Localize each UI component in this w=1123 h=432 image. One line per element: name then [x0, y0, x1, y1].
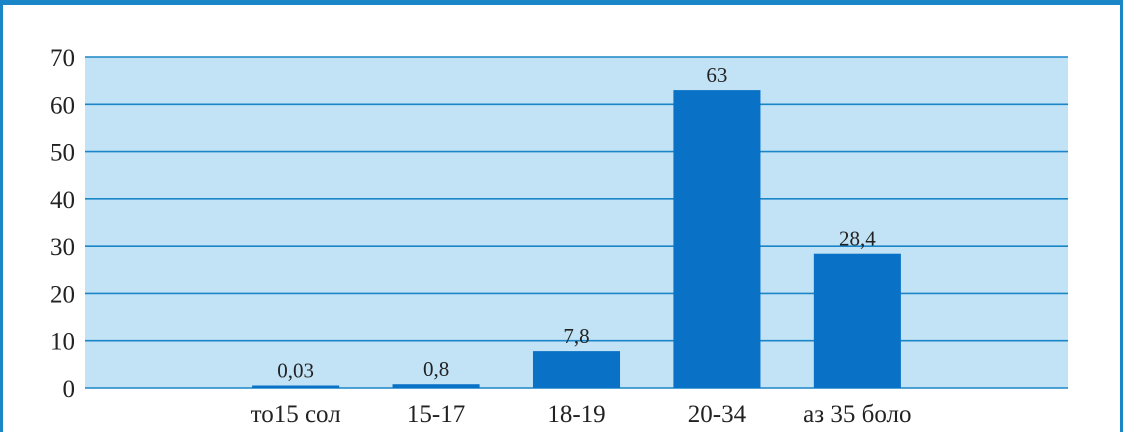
data-label: 7,8: [563, 324, 589, 348]
plot-area: [85, 57, 1068, 388]
x-tick-label: 18-19: [547, 401, 605, 428]
data-label: 0,8: [423, 357, 449, 381]
y-axis-ticks: 0 10 20 30 40 50 60 70: [50, 45, 75, 403]
data-label: 63: [706, 63, 727, 87]
data-label: 28,4: [839, 227, 876, 251]
y-tick-label: 60: [50, 92, 75, 119]
gridlines: [85, 56, 1068, 389]
x-axis-labels: то15 сол 15-17 18-19 20-34 аз 35 боло: [251, 401, 912, 428]
bar: [392, 384, 480, 388]
y-tick-label: 70: [50, 45, 75, 72]
bars: [252, 90, 901, 388]
bar: [532, 351, 621, 388]
x-tick-label: то15 сол: [251, 401, 341, 428]
x-tick-label: 15-17: [407, 401, 465, 428]
bar: [673, 90, 761, 388]
y-tick-label: 30: [50, 234, 75, 261]
bar: [813, 253, 901, 388]
y-tick-label: 0: [63, 376, 76, 403]
y-tick-label: 10: [50, 329, 75, 356]
y-tick-label: 40: [50, 187, 75, 214]
y-tick-label: 50: [50, 140, 75, 167]
bar: [252, 385, 340, 388]
data-labels: 0,03 0,8 7,8 63 28,4: [277, 63, 876, 382]
y-tick-label: 20: [50, 281, 75, 308]
data-label: 0,03: [277, 359, 314, 383]
x-tick-label: 20-34: [688, 401, 747, 428]
x-tick-label: аз 35 боло: [803, 401, 911, 428]
